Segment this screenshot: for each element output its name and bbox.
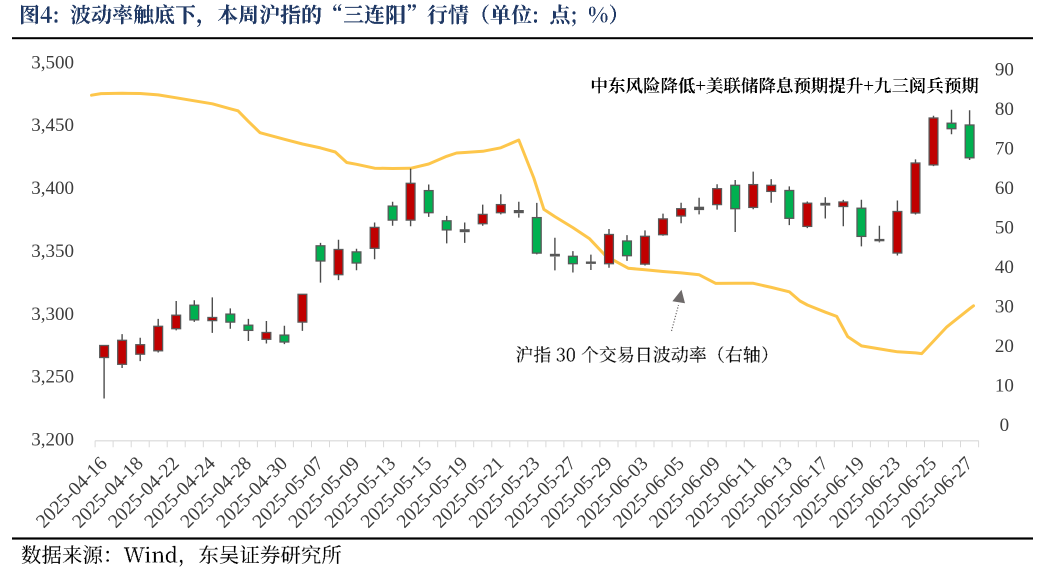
svg-text:3,400: 3,400 — [31, 178, 74, 199]
svg-text:3,200: 3,200 — [31, 430, 74, 451]
svg-text:3,350: 3,350 — [31, 241, 74, 262]
svg-text:3,500: 3,500 — [31, 52, 74, 73]
svg-text:80: 80 — [995, 99, 1014, 120]
svg-text:0: 0 — [1000, 415, 1010, 436]
svg-text:30: 30 — [995, 297, 1014, 318]
svg-text:50: 50 — [995, 218, 1014, 239]
svg-text:70: 70 — [995, 139, 1014, 160]
svg-text:3,450: 3,450 — [31, 115, 74, 136]
svg-text:20: 20 — [995, 336, 1014, 357]
svg-text:3,300: 3,300 — [31, 304, 74, 325]
svg-text:60: 60 — [995, 178, 1014, 199]
svg-text:3,250: 3,250 — [31, 367, 74, 388]
svg-text:90: 90 — [995, 60, 1014, 81]
svg-text:40: 40 — [995, 257, 1014, 278]
svg-text:10: 10 — [995, 376, 1014, 397]
